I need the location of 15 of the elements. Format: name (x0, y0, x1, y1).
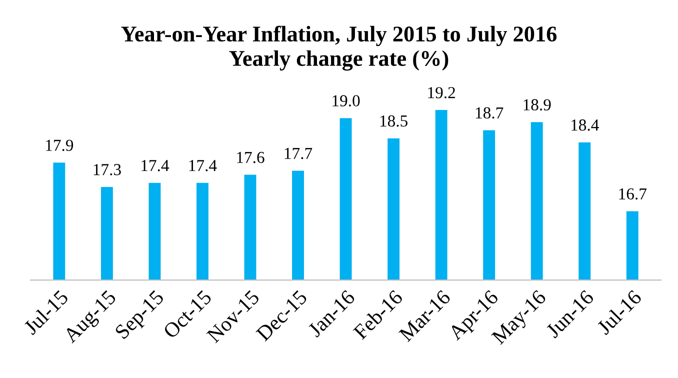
data-label: 17.4 (189, 160, 217, 172)
data-label: 18.4 (572, 119, 599, 131)
data-label: 19.2 (428, 87, 455, 98)
chart-subtitle: Yearly change rate (%) (229, 50, 448, 71)
data-label: 18.9 (524, 99, 551, 110)
data-label: 17.7 (284, 148, 312, 160)
data-label: 17.6 (237, 152, 264, 164)
data-label: 18.5 (380, 115, 408, 127)
data-label: 16.7 (619, 188, 646, 200)
data-label: 18.7 (476, 107, 504, 119)
data-label: 17.4 (142, 160, 170, 172)
data-label: 19.0 (332, 95, 360, 106)
data-label: 17.9 (46, 140, 74, 151)
chart-title: Year-on-Year Inflation, July 2015 to July 2016 (121, 26, 557, 46)
data-label: 17.3 (94, 164, 121, 176)
